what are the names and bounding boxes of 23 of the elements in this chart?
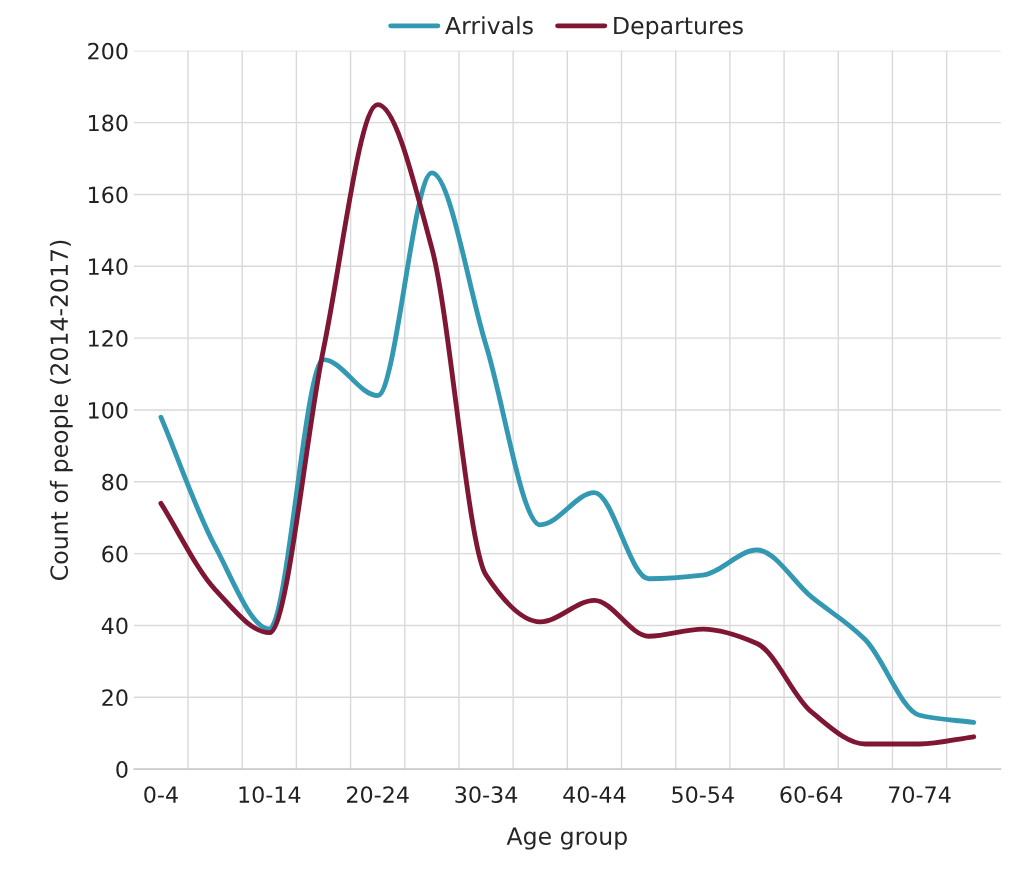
- y-tick-label: 0: [116, 761, 128, 778]
- y-tick-label: 20: [102, 689, 128, 707]
- y-axis-title: Count of people (2014-2017): [49, 240, 73, 580]
- x-tick-label: 70-74: [889, 786, 951, 803]
- legend-label: Arrivals: [445, 16, 533, 35]
- x-tick-label: 50-54: [672, 786, 734, 803]
- y-tick-label: 140: [89, 258, 128, 276]
- y-tick-label: 40: [101, 617, 128, 635]
- y-tick-label: 180: [89, 114, 128, 132]
- y-tick-label: 160: [89, 186, 128, 204]
- y-tick-label: 100: [89, 401, 128, 419]
- y-tick-label: 120: [89, 330, 128, 347]
- y-tick-label: 200: [88, 42, 128, 60]
- x-tick-label: 60-64: [780, 786, 843, 803]
- x-tick-label: 40-44: [563, 786, 626, 803]
- x-tick-label: 10-14: [239, 786, 301, 803]
- y-tick-label: 80: [102, 473, 128, 491]
- legend-label: Departures: [614, 16, 743, 39]
- x-tick-label: 30-34: [455, 786, 518, 803]
- y-tick-label: 60: [102, 545, 128, 563]
- x-tick-label: 0-4: [144, 786, 178, 803]
- x-tick-label: 20-24: [347, 786, 409, 803]
- x-axis-title: Age group: [506, 827, 627, 850]
